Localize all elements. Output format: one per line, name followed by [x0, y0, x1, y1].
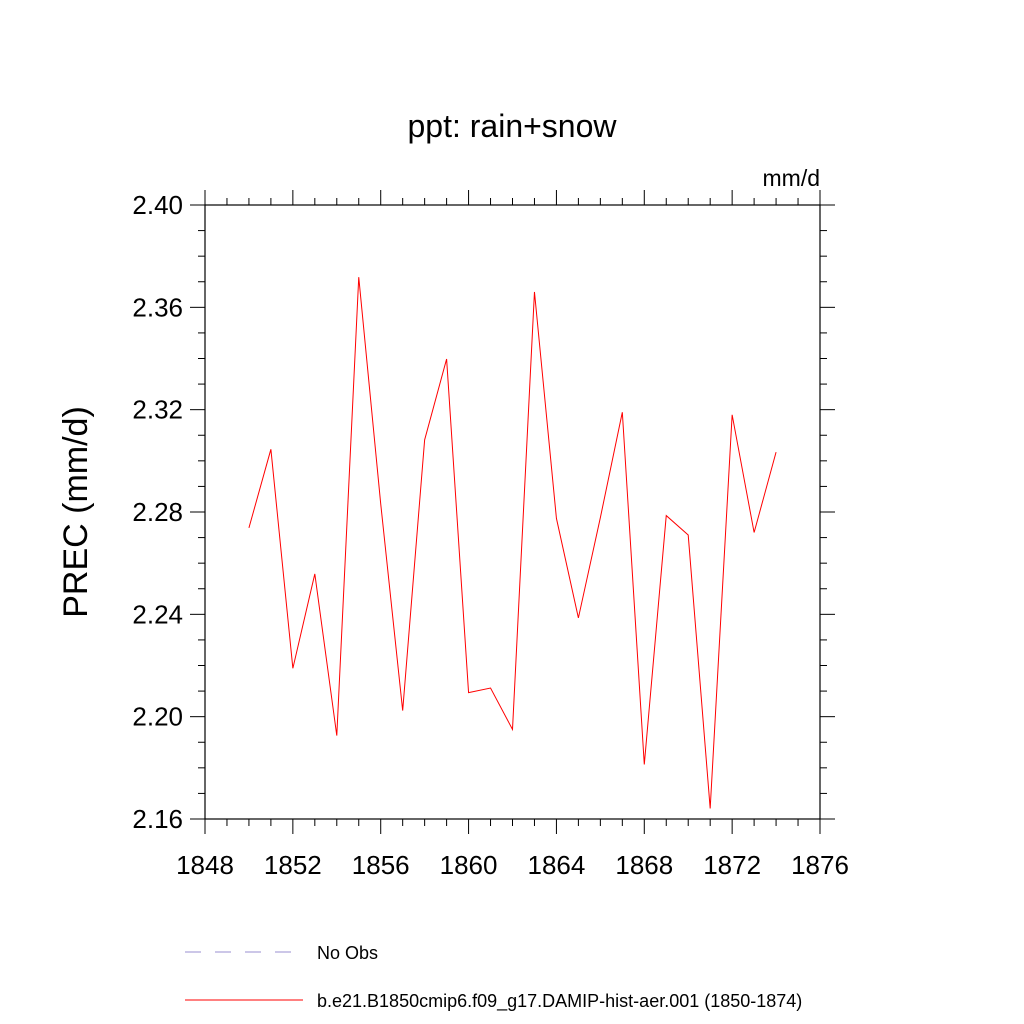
- axis-ticks: [190, 190, 835, 834]
- x-tick-label: 1876: [791, 850, 849, 880]
- x-tick-label: 1848: [176, 850, 234, 880]
- x-tick-label: 1852: [264, 850, 322, 880]
- y-tick-label: 2.16: [132, 804, 183, 834]
- chart-title: ppt: rain+snow: [407, 108, 617, 144]
- x-tick-label: 1868: [615, 850, 673, 880]
- y-tick-label: 2.36: [132, 292, 183, 322]
- x-tick-label: 1872: [703, 850, 761, 880]
- series-line-0: [248, 277, 777, 809]
- y-tick-label: 2.28: [132, 497, 183, 527]
- y-tick-label: 2.20: [132, 702, 183, 732]
- legend-label-no-obs: No Obs: [317, 943, 378, 963]
- y-tick-label: 2.24: [132, 599, 183, 629]
- y-axis-label: PREC (mm/d): [57, 406, 95, 618]
- x-tick-label: 1856: [352, 850, 410, 880]
- axis-tick-labels: 1848 1852 1856 1860 1864 1868 1872 1876 2.16 2.20…: [132, 190, 849, 880]
- legend-label-model-run: b.e21.B1850cmip6.f09_g17.DAMIP-hist-aer.…: [317, 991, 802, 1012]
- units-label: mm/d: [763, 165, 821, 191]
- legend: No Obs b.e21.B1850cmip6.f09_g17.DAMIP-hi…: [185, 943, 802, 1012]
- x-tick-label: 1860: [440, 850, 498, 880]
- series-layer: [248, 277, 777, 809]
- y-tick-label: 2.32: [132, 395, 183, 425]
- y-tick-label: 2.40: [132, 190, 183, 220]
- x-tick-label: 1864: [528, 850, 586, 880]
